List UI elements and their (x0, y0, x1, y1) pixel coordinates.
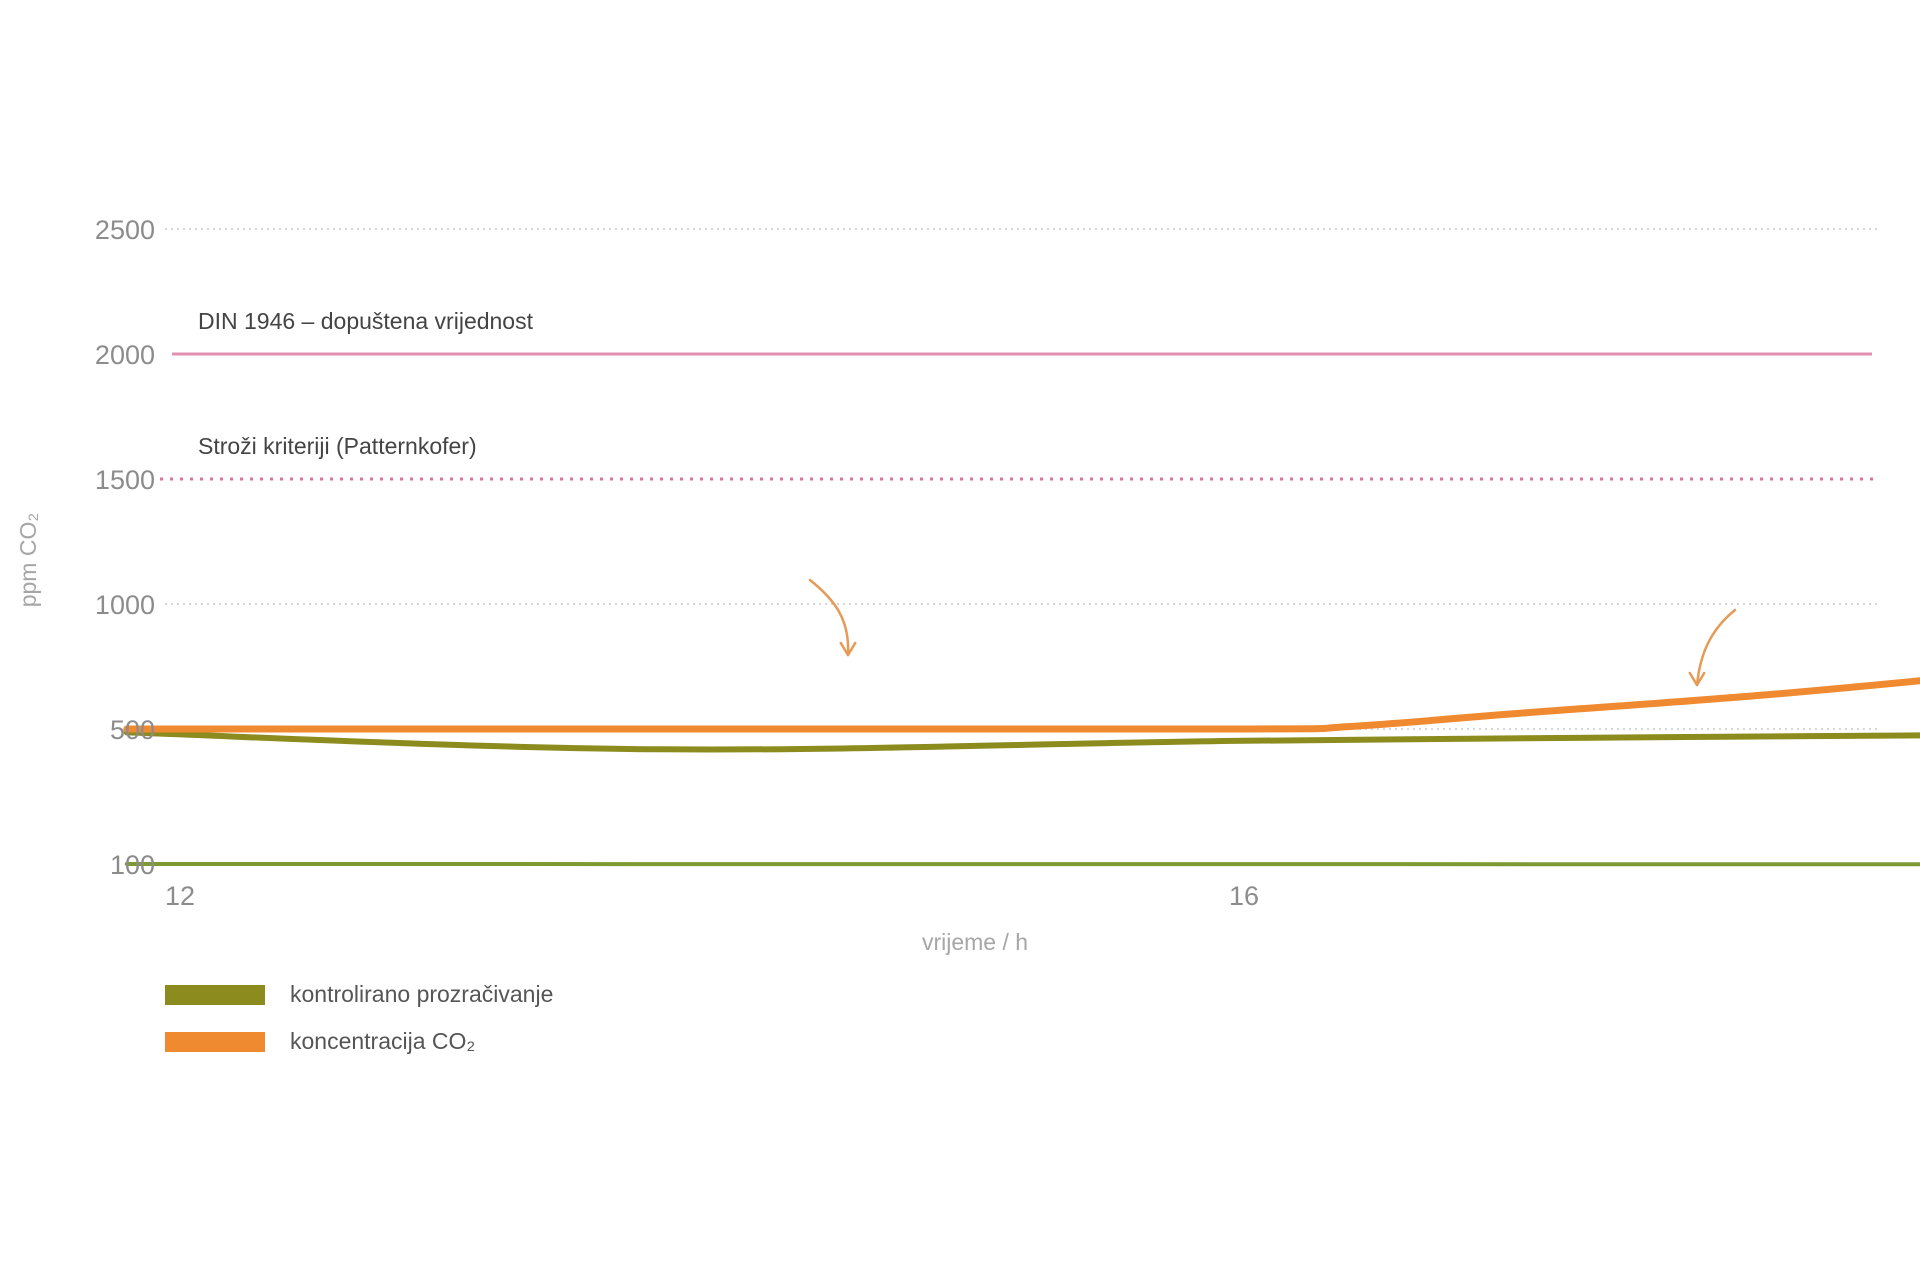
legend: kontrolirano prozračivanje koncentracija… (165, 981, 553, 1054)
y-tick-100: 100 (110, 850, 155, 880)
annotation-arrowhead (1688, 671, 1706, 687)
legend-swatch-ventilation (165, 985, 265, 1005)
annotations: Prozračivanjekroz prozorProzračivanjekro… (808, 578, 1737, 687)
y-tick-1000: 1000 (95, 590, 155, 620)
annotation-arrow (1695, 608, 1737, 687)
series-line-0 (123, 729, 1920, 753)
annotation-arrow (808, 578, 850, 657)
reference-lines: DIN 1946 – dopuštena vrijednost Stroži kr… (160, 308, 1880, 481)
x-tick-1: 16 (1229, 881, 1259, 911)
y-axis-title: ppm CO₂ (15, 513, 41, 608)
grid-lines (165, 228, 1880, 730)
y-tick-500: 500 (110, 715, 155, 745)
x-axis-title: vrijeme / h (922, 929, 1028, 955)
tick-labels: 100500100015002000250012162024201612 (95, 215, 1259, 911)
legend-label-ventilation: kontrolirano prozračivanje (290, 981, 553, 1007)
y-tick-1500: 1500 (95, 465, 155, 495)
reference-label-1: Stroži kriteriji (Patternkofer) (198, 433, 477, 459)
legend-swatch-co2 (165, 1032, 265, 1052)
legend-label-co2: koncentracija CO₂ (290, 1028, 475, 1054)
series-line-2 (124, 862, 1920, 867)
annotation-arrowhead (839, 641, 857, 657)
x-tick-0: 12 (165, 881, 195, 911)
y-tick-2500: 2500 (95, 215, 155, 245)
reference-label-0: DIN 1946 – dopuštena vrijednost (198, 308, 534, 334)
series-lines (123, 677, 1920, 867)
y-tick-2000: 2000 (95, 340, 155, 370)
series-line-1 (123, 677, 1920, 733)
